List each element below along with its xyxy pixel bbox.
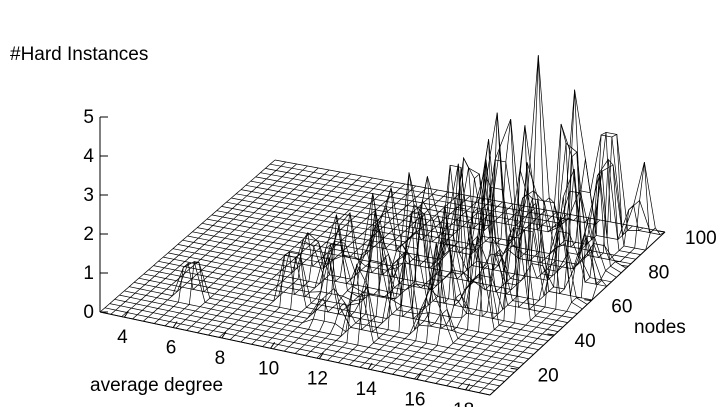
mesh-line-x	[294, 192, 471, 354]
z-axis-label: #Hard Instances	[10, 44, 148, 65]
mesh-line-x	[468, 174, 644, 391]
y-tick-mark	[657, 230, 666, 233]
mesh-line-x	[121, 163, 297, 317]
z-tick-label: 1	[83, 263, 94, 284]
x-tick-label: 8	[215, 348, 226, 369]
x-tick-label: 14	[356, 379, 378, 400]
y-axis-line	[489, 231, 666, 396]
y-tick-mark	[547, 333, 555, 336]
mesh-line-x	[218, 181, 395, 338]
mesh-line-x	[251, 187, 427, 345]
mesh-line-x	[403, 125, 579, 377]
x-tick-mark	[416, 373, 422, 380]
mesh-line-x	[208, 179, 384, 336]
y-tick-mark	[621, 264, 629, 267]
x-tick-mark	[270, 342, 276, 349]
mesh-line-x	[132, 165, 308, 320]
mesh-line-y	[226, 112, 617, 278]
mesh-line-x	[392, 55, 568, 375]
x-tick-label: 12	[307, 369, 328, 390]
mesh-line-x	[99, 159, 276, 313]
x-tick-label: 18	[453, 400, 474, 407]
tick-labels: 012345468101214161820406080100	[83, 107, 716, 407]
z-tick-label: 0	[83, 302, 94, 323]
x-tick-mark	[123, 310, 129, 318]
x-tick-mark	[465, 383, 471, 391]
mesh-line-x	[175, 173, 352, 329]
y-tick-mark	[510, 367, 518, 370]
x-tick-mark	[221, 331, 227, 339]
z-tick-label: 5	[83, 107, 94, 128]
y-tick-mark	[584, 299, 592, 302]
y-tick-label: 80	[648, 262, 669, 283]
mesh-line-x	[229, 183, 406, 340]
mesh-line-x	[110, 161, 287, 315]
mesh-line-y	[192, 172, 583, 310]
mesh-line-x	[478, 162, 655, 393]
mesh-line-x	[153, 169, 330, 324]
mesh-line-x	[359, 119, 536, 368]
mesh-line-x	[338, 165, 514, 363]
y-tick-label: 20	[538, 365, 559, 386]
y-tick-label: 60	[611, 297, 632, 318]
x-tick-label: 4	[117, 327, 128, 348]
x-axis-label: average degree	[90, 375, 223, 396]
mesh-line-y	[270, 131, 661, 235]
mesh-line-x	[143, 167, 319, 322]
axes	[99, 116, 666, 396]
y-tick-label: 40	[575, 331, 596, 352]
y-tick-label: 100	[685, 228, 717, 249]
z-tick-label: 3	[83, 185, 94, 206]
mesh-line-x	[316, 172, 492, 359]
z-tick-label: 4	[83, 146, 94, 167]
mesh-line-x	[457, 158, 633, 389]
z-tick-label: 2	[83, 224, 94, 245]
surface-mesh	[99, 55, 666, 396]
mesh-line-x	[273, 191, 449, 350]
x-tick-mark	[172, 321, 178, 328]
mesh-line-x	[283, 187, 460, 352]
mesh-line-x	[348, 146, 525, 366]
x-tick-label: 16	[404, 389, 425, 407]
x-axis-line	[99, 311, 491, 396]
mesh-line-x	[262, 189, 438, 347]
mesh-line-x	[305, 176, 482, 357]
mesh-line-x	[446, 133, 623, 387]
mesh-line-x	[413, 89, 590, 380]
x-tick-mark	[318, 352, 324, 359]
mesh-line-x	[424, 123, 601, 382]
x-tick-label: 10	[258, 358, 279, 379]
mesh-line-x	[164, 171, 341, 327]
mesh-line-x	[186, 175, 362, 331]
mesh-line-x	[435, 131, 612, 384]
mesh-line-x	[197, 177, 373, 334]
x-tick-label: 6	[166, 338, 177, 359]
x-tick-mark	[367, 362, 373, 370]
y-axis-label: nodes	[634, 317, 686, 338]
mesh-line-x	[327, 156, 503, 361]
